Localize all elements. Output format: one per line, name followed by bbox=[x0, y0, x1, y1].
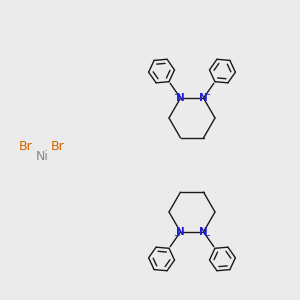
Text: Br: Br bbox=[51, 140, 65, 152]
Text: N: N bbox=[176, 227, 185, 237]
Text: N: N bbox=[176, 93, 185, 103]
Text: −: − bbox=[203, 231, 211, 240]
Text: −: − bbox=[203, 90, 211, 99]
Text: N: N bbox=[199, 93, 208, 103]
Text: Br: Br bbox=[19, 140, 33, 152]
Text: N: N bbox=[199, 227, 208, 237]
Text: Ni: Ni bbox=[36, 151, 48, 164]
Text: −: − bbox=[173, 231, 181, 240]
Text: −: − bbox=[173, 90, 181, 99]
